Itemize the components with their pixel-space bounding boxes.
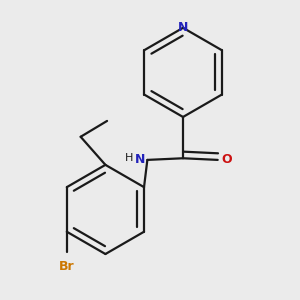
- Text: N: N: [178, 21, 188, 34]
- Text: N: N: [135, 153, 146, 167]
- Text: O: O: [222, 153, 232, 167]
- Text: Br: Br: [59, 260, 75, 273]
- Text: H: H: [125, 153, 134, 163]
